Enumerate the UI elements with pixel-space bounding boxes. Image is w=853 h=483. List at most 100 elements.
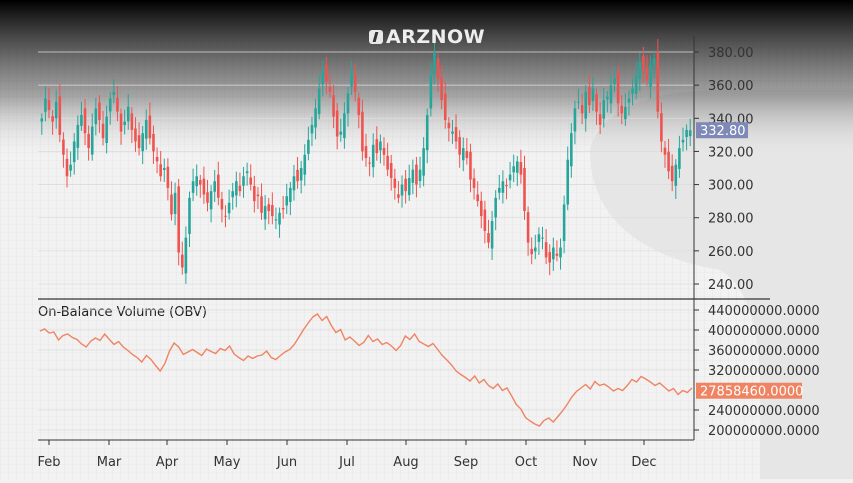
x-tick-label: Aug: [393, 455, 418, 470]
candle-body: [440, 77, 443, 101]
candle-body: [310, 124, 314, 134]
candle-body: [418, 169, 422, 181]
obv-title: On-Balance Volume (OBV): [38, 305, 207, 320]
candle-body: [206, 192, 209, 203]
candle-body: [588, 87, 591, 106]
candle-body: [584, 91, 588, 119]
candle-body: [508, 174, 512, 181]
candle-body: [681, 139, 685, 143]
candle-body: [119, 113, 123, 132]
candle-body: [281, 207, 285, 210]
obv-panel: On-Balance Volume (OBV): [38, 305, 694, 431]
candle-body: [350, 73, 353, 87]
candle-body: [65, 158, 69, 177]
candle-body: [76, 124, 80, 148]
candle-body: [519, 161, 523, 175]
candle-body: [595, 94, 598, 112]
last-obv-label: 27858460.0000: [700, 385, 803, 400]
candle-body: [534, 247, 537, 252]
candle-body: [134, 128, 137, 142]
candle-body: [72, 141, 76, 163]
candle-body: [249, 177, 253, 185]
candle-body: [411, 169, 415, 183]
candle-body: [260, 196, 263, 213]
candle-body: [242, 176, 245, 186]
candle-body: [483, 209, 487, 231]
candle-body: [98, 102, 101, 120]
candle-body: [451, 131, 454, 134]
price-tick-label: 320.00: [708, 145, 754, 160]
candle-body: [321, 70, 325, 85]
candle-body: [627, 98, 631, 103]
candle-body: [379, 141, 382, 151]
candle-body: [220, 198, 224, 210]
candle-body: [209, 191, 213, 210]
candle-body: [407, 177, 411, 196]
candle-body: [660, 113, 663, 142]
axes: 380.00360.00340.00320.00300.00280.00260.…: [37, 36, 820, 470]
candle-body: [530, 248, 534, 255]
candle-body: [638, 61, 642, 79]
candle-body: [667, 151, 670, 172]
candle-body: [256, 194, 260, 197]
candle-body: [544, 242, 548, 258]
candle-body: [375, 139, 379, 154]
lightning-icon: [369, 30, 383, 44]
candle-body: [58, 96, 62, 135]
candle-body: [555, 253, 559, 256]
x-tick-label: Feb: [37, 455, 60, 470]
candle-body: [40, 118, 44, 122]
candle-body: [112, 91, 116, 95]
candle-body: [94, 108, 98, 125]
obv-tick-label: 400000000.0000: [708, 324, 820, 339]
candle-body: [580, 105, 584, 114]
price-panel: [38, 38, 694, 285]
candle-body: [472, 178, 476, 188]
candle-body: [469, 151, 472, 180]
candle-body: [361, 111, 364, 152]
obv-tick-label: 240000000.0000: [708, 404, 820, 419]
price-tick-label: 240.00: [708, 278, 754, 293]
candle-body: [274, 219, 278, 221]
x-tick-label: Jul: [338, 455, 355, 470]
candle-body: [184, 237, 188, 274]
candle-body: [253, 186, 256, 202]
candle-body: [202, 178, 206, 195]
x-tick-label: Nov: [572, 455, 598, 470]
candle-body: [162, 168, 166, 170]
last-price-label: 332.80: [700, 124, 746, 139]
candle-body: [490, 221, 494, 249]
candle-body: [289, 187, 292, 202]
candle-body: [126, 106, 130, 122]
candle-body: [195, 176, 198, 187]
candle-body: [317, 88, 321, 115]
candle-body: [62, 139, 65, 155]
candle-body: [602, 100, 606, 119]
x-tick-label: Dec: [631, 455, 656, 470]
candle-body: [685, 129, 688, 138]
candle-body: [613, 78, 616, 85]
obv-tick-label: 320000000.0000: [708, 364, 820, 379]
candle-body: [591, 88, 595, 102]
candle-body: [80, 114, 83, 126]
candle-body: [371, 144, 375, 168]
candle-body: [598, 114, 602, 125]
candle-body: [537, 234, 541, 242]
candle-body: [235, 181, 238, 196]
last-obv-badge: [696, 382, 802, 399]
candle-body: [620, 105, 624, 114]
price-tick-label: 280.00: [708, 212, 754, 227]
candle-body: [188, 197, 191, 234]
candle-body: [141, 133, 144, 152]
candle-body: [173, 192, 177, 214]
price-tick-label: 380.00: [708, 46, 754, 61]
candle-body: [634, 75, 638, 94]
candle-body: [688, 130, 692, 137]
candle-body: [454, 127, 458, 142]
candle-body: [335, 110, 339, 137]
candle-body: [552, 247, 555, 260]
candle-body: [652, 58, 656, 66]
candle-body: [123, 121, 126, 126]
candle-body: [108, 98, 112, 112]
